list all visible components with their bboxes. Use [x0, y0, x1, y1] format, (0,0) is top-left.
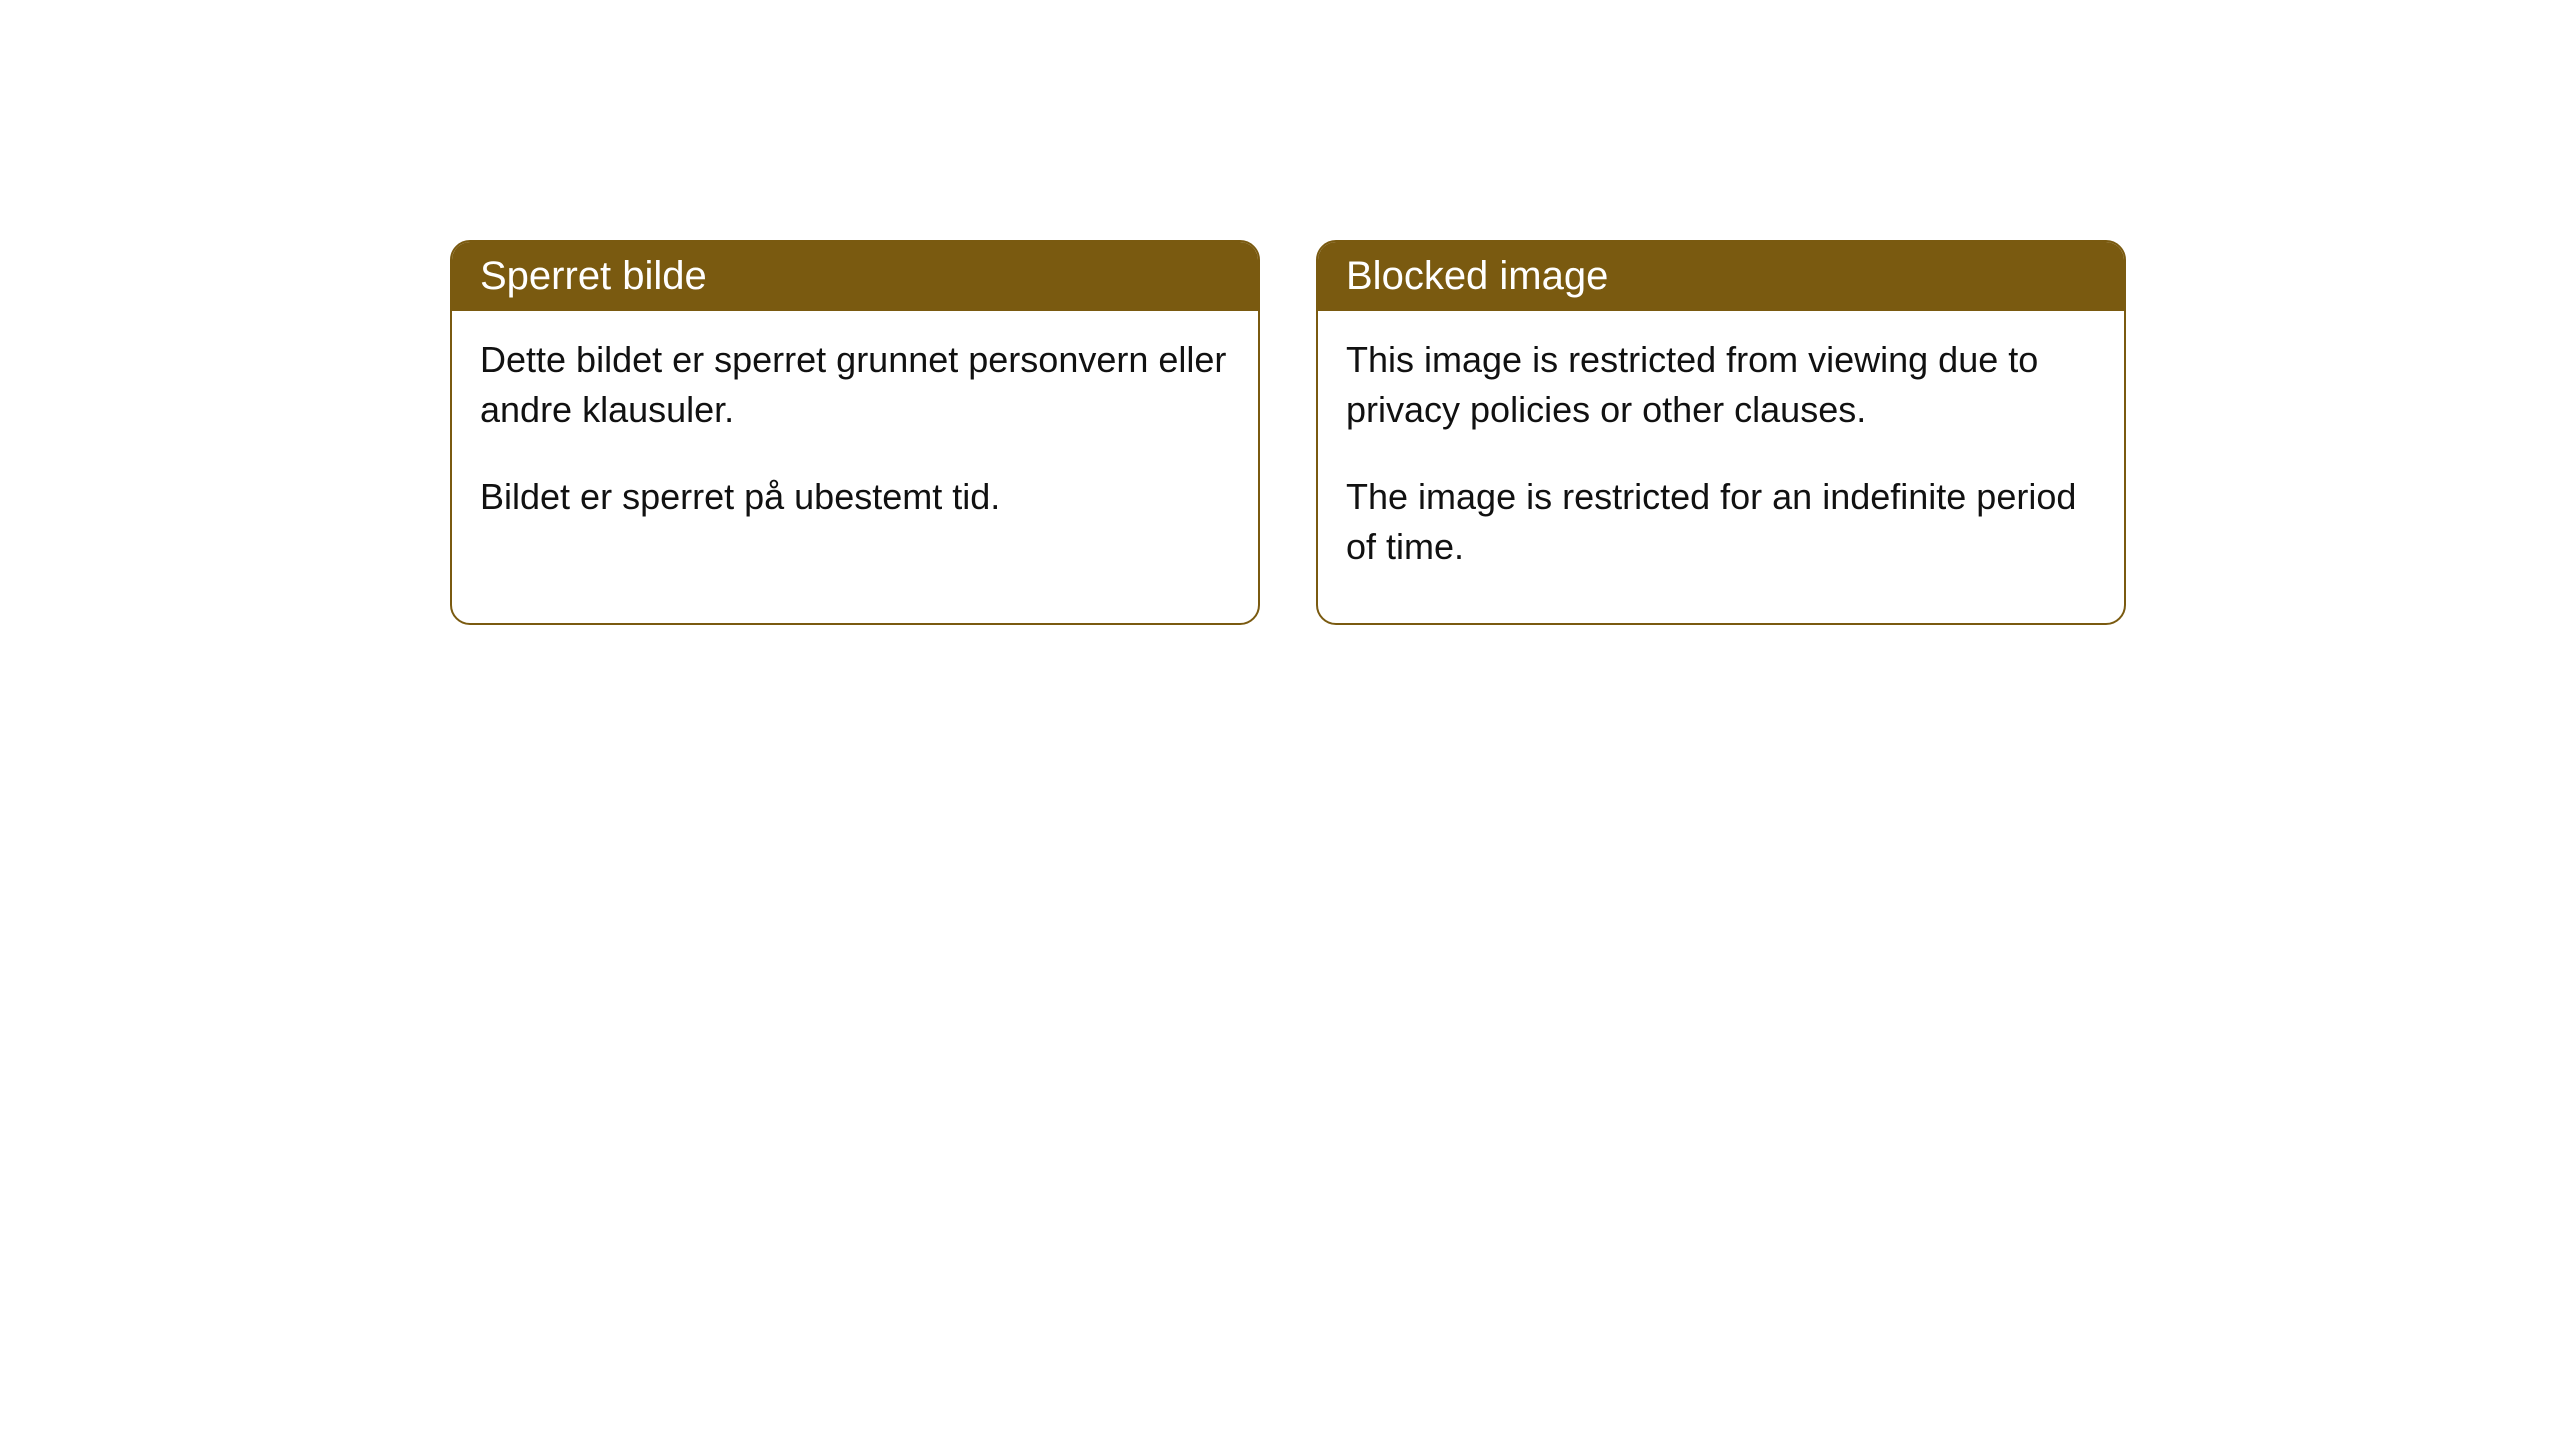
card-header: Blocked image: [1318, 242, 2124, 311]
notice-cards-container: Sperret bilde Dette bildet er sperret gr…: [450, 240, 2560, 625]
card-body: This image is restricted from viewing du…: [1318, 311, 2124, 623]
notice-card-norwegian: Sperret bilde Dette bildet er sperret gr…: [450, 240, 1260, 625]
card-title: Blocked image: [1346, 254, 1608, 298]
card-paragraph: Dette bildet er sperret grunnet personve…: [480, 335, 1230, 436]
card-paragraph: This image is restricted from viewing du…: [1346, 335, 2096, 436]
card-paragraph: Bildet er sperret på ubestemt tid.: [480, 472, 1230, 522]
card-paragraph: The image is restricted for an indefinit…: [1346, 472, 2096, 573]
card-header: Sperret bilde: [452, 242, 1258, 311]
card-title: Sperret bilde: [480, 254, 707, 298]
notice-card-english: Blocked image This image is restricted f…: [1316, 240, 2126, 625]
card-body: Dette bildet er sperret grunnet personve…: [452, 311, 1258, 572]
